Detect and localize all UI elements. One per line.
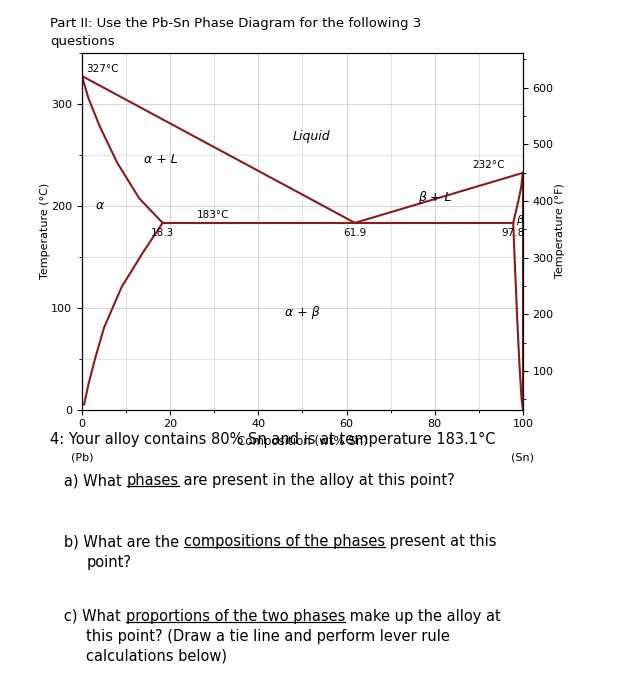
Text: compositions of the phases: compositions of the phases xyxy=(184,534,386,549)
Text: β: β xyxy=(516,215,523,225)
Text: α: α xyxy=(95,199,104,212)
Y-axis label: Temperature (°F): Temperature (°F) xyxy=(555,183,565,279)
Text: 183°C: 183°C xyxy=(197,210,229,220)
Text: α + β: α + β xyxy=(285,306,320,319)
Text: β + L: β + L xyxy=(418,191,452,204)
Text: (Sn): (Sn) xyxy=(512,452,534,462)
X-axis label: Composition (wt% Sn): Composition (wt% Sn) xyxy=(237,435,368,448)
Text: are present in the alloy at this point?: are present in the alloy at this point? xyxy=(179,473,455,489)
Text: this point? (Draw a tie line and perform lever rule: this point? (Draw a tie line and perform… xyxy=(86,629,450,645)
Text: Liquid: Liquid xyxy=(292,130,330,143)
Text: point?: point? xyxy=(86,555,132,570)
Text: b) What are the: b) What are the xyxy=(50,534,184,549)
Text: 327°C: 327°C xyxy=(86,64,119,74)
Text: 18.3: 18.3 xyxy=(151,228,175,238)
Text: calculations below): calculations below) xyxy=(86,649,227,664)
Text: phases: phases xyxy=(127,473,179,489)
Text: make up the alloy at: make up the alloy at xyxy=(345,609,501,624)
Text: 4: Your alloy contains 80% Sn and is at temperature 183.1°C: 4: Your alloy contains 80% Sn and is at … xyxy=(50,432,496,447)
Text: α + L: α + L xyxy=(144,153,178,166)
Text: 232°C: 232°C xyxy=(472,160,505,170)
Text: questions: questions xyxy=(50,35,115,48)
Text: a) What: a) What xyxy=(50,473,127,489)
Text: (Pb): (Pb) xyxy=(71,452,93,462)
Text: c) What: c) What xyxy=(50,609,126,624)
Y-axis label: Temperature (°C): Temperature (°C) xyxy=(40,183,50,279)
Text: present at this: present at this xyxy=(386,534,497,549)
Text: Part II: Use the Pb-Sn Phase Diagram for the following 3: Part II: Use the Pb-Sn Phase Diagram for… xyxy=(50,18,421,31)
Text: proportions of the two phases: proportions of the two phases xyxy=(126,609,345,624)
Text: 61.9: 61.9 xyxy=(343,228,367,238)
Text: 97.8: 97.8 xyxy=(501,228,525,238)
